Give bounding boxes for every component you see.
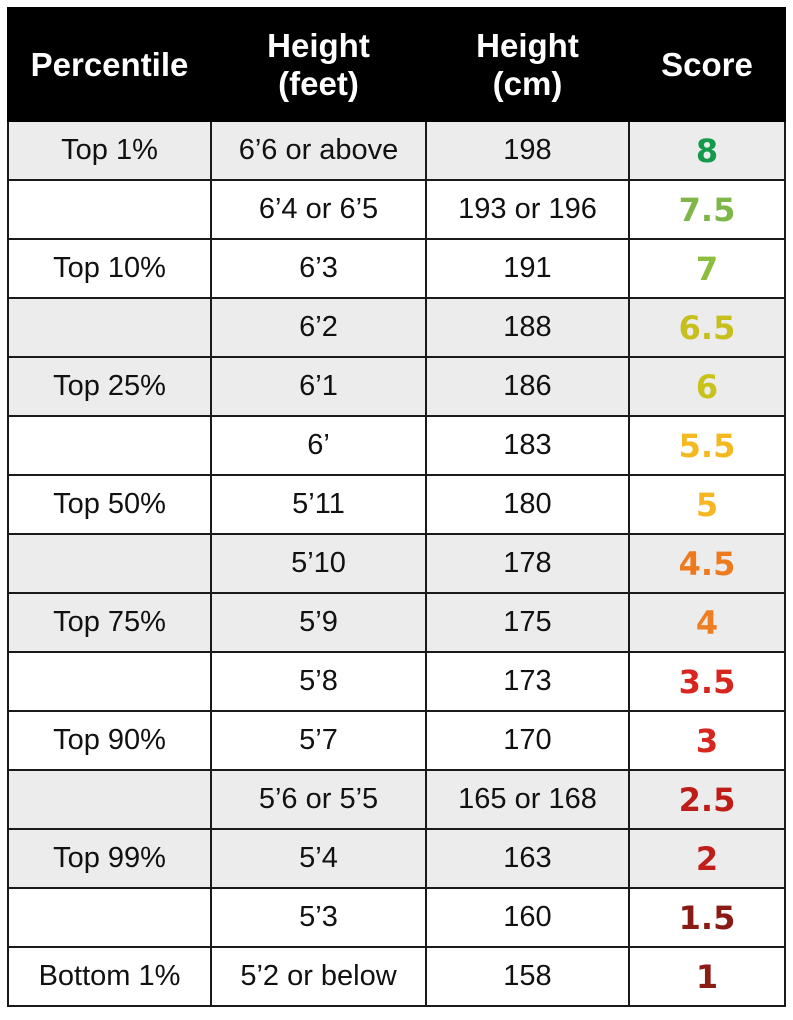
- cell-height-feet: 5’3: [210, 887, 427, 948]
- cell-percentile: [7, 887, 212, 948]
- table-row: 5’8 173 3.5: [7, 651, 786, 712]
- cell-percentile: [7, 769, 212, 830]
- cell-score: 7.5: [628, 179, 786, 240]
- cell-height-feet: 5’7: [210, 710, 427, 771]
- header-height-cm-line1: Height: [476, 26, 579, 64]
- cell-score: 1.5: [628, 887, 786, 948]
- cell-percentile: [7, 415, 212, 476]
- table-row: Top 10% 6’3 191 7: [7, 238, 786, 299]
- cell-percentile: [7, 651, 212, 712]
- table-row: 6’ 183 5.5: [7, 415, 786, 476]
- cell-height-cm: 180: [425, 474, 630, 535]
- cell-score: 7: [628, 238, 786, 299]
- header-row: Percentile Height (feet) Height (cm) Sco…: [7, 7, 786, 122]
- table-row: 5’3 160 1.5: [7, 887, 786, 948]
- table-header: Percentile Height (feet) Height (cm) Sco…: [7, 7, 786, 122]
- cell-height-cm: 175: [425, 592, 630, 653]
- cell-score: 6.5: [628, 297, 786, 358]
- cell-height-feet: 5’10: [210, 533, 427, 594]
- cell-score: 2.5: [628, 769, 786, 830]
- cell-score: 3.5: [628, 651, 786, 712]
- cell-height-feet: 6’4 or 6’5: [210, 179, 427, 240]
- cell-percentile: [7, 179, 212, 240]
- table-row: Top 90% 5’7 170 3: [7, 710, 786, 771]
- header-percentile: Percentile: [7, 7, 212, 122]
- table-row: 6’2 188 6.5: [7, 297, 786, 358]
- cell-height-cm: 170: [425, 710, 630, 771]
- cell-score: 1: [628, 946, 786, 1007]
- cell-height-feet: 5’9: [210, 592, 427, 653]
- cell-height-feet: 5’2 or below: [210, 946, 427, 1007]
- cell-percentile: Top 50%: [7, 474, 212, 535]
- cell-height-cm: 188: [425, 297, 630, 358]
- cell-height-feet: 6’3: [210, 238, 427, 299]
- cell-height-cm: 163: [425, 828, 630, 889]
- cell-percentile: Top 99%: [7, 828, 212, 889]
- cell-height-feet: 6’6 or above: [210, 120, 427, 181]
- cell-height-cm: 158: [425, 946, 630, 1007]
- cell-score: 2: [628, 828, 786, 889]
- cell-score: 4.5: [628, 533, 786, 594]
- cell-height-feet: 5’6 or 5’5: [210, 769, 427, 830]
- cell-height-cm: 191: [425, 238, 630, 299]
- header-percentile-text: Percentile: [30, 45, 189, 83]
- cell-height-cm: 186: [425, 356, 630, 417]
- cell-height-feet: 6’1: [210, 356, 427, 417]
- table-row: Top 99% 5’4 163 2: [7, 828, 786, 889]
- cell-height-cm: 160: [425, 887, 630, 948]
- table-row: Top 25% 6’1 186 6: [7, 356, 786, 417]
- table-row: 5’10 178 4.5: [7, 533, 786, 594]
- table-row: Top 1% 6’6 or above 198 8: [7, 120, 786, 181]
- cell-height-cm: 183: [425, 415, 630, 476]
- header-height-feet: Height (feet): [210, 7, 427, 122]
- header-height-cm: Height (cm): [425, 7, 630, 122]
- table-row: Bottom 1% 5’2 or below 158 1: [7, 946, 786, 1007]
- cell-percentile: Top 1%: [7, 120, 212, 181]
- header-score-text: Score: [661, 45, 753, 83]
- table-row: Top 75% 5’9 175 4: [7, 592, 786, 653]
- cell-height-cm: 198: [425, 120, 630, 181]
- table-row: Top 50% 5’11 180 5: [7, 474, 786, 535]
- cell-percentile: [7, 297, 212, 358]
- cell-height-feet: 6’: [210, 415, 427, 476]
- header-height-cm-line2: (cm): [492, 64, 563, 102]
- cell-percentile: Top 25%: [7, 356, 212, 417]
- height-score-table-container: Percentile Height (feet) Height (cm) Sco…: [7, 7, 786, 1007]
- header-height-feet-line2: (feet): [278, 64, 359, 102]
- cell-percentile: Top 10%: [7, 238, 212, 299]
- cell-score: 6: [628, 356, 786, 417]
- cell-height-feet: 5’11: [210, 474, 427, 535]
- height-score-table: Percentile Height (feet) Height (cm) Sco…: [7, 7, 786, 1007]
- cell-score: 4: [628, 592, 786, 653]
- cell-percentile: Bottom 1%: [7, 946, 212, 1007]
- cell-height-feet: 5’8: [210, 651, 427, 712]
- cell-height-cm: 193 or 196: [425, 179, 630, 240]
- cell-height-cm: 165 or 168: [425, 769, 630, 830]
- table-row: 5’6 or 5’5 165 or 168 2.5: [7, 769, 786, 830]
- cell-height-feet: 6’2: [210, 297, 427, 358]
- cell-score: 3: [628, 710, 786, 771]
- cell-height-cm: 173: [425, 651, 630, 712]
- cell-height-cm: 178: [425, 533, 630, 594]
- table-row: 6’4 or 6’5 193 or 196 7.5: [7, 179, 786, 240]
- cell-percentile: Top 90%: [7, 710, 212, 771]
- table-body: Top 1% 6’6 or above 198 8 6’4 or 6’5 193 or 1…: [7, 120, 786, 1007]
- cell-height-feet: 5’4: [210, 828, 427, 889]
- cell-score: 8: [628, 120, 786, 181]
- cell-percentile: Top 75%: [7, 592, 212, 653]
- header-height-feet-line1: Height: [267, 26, 370, 64]
- cell-score: 5: [628, 474, 786, 535]
- cell-score: 5.5: [628, 415, 786, 476]
- cell-percentile: [7, 533, 212, 594]
- header-score: Score: [628, 7, 786, 122]
